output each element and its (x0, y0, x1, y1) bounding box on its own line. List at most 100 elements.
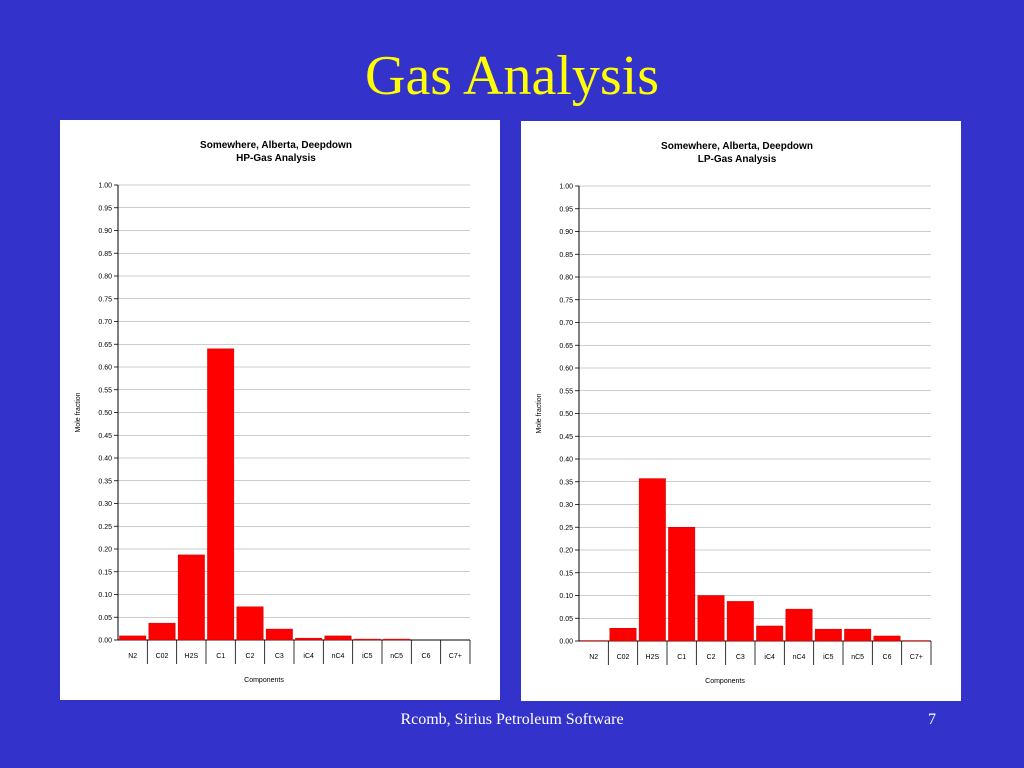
x-tick-label: C1 (677, 654, 686, 661)
y-axis-label: Mole fraction (536, 393, 543, 433)
chart-subtitle: HP-Gas Analysis (236, 153, 316, 164)
x-tick-label: N2 (589, 654, 598, 661)
x-tick-label: C6 (422, 653, 431, 660)
bar (785, 608, 813, 642)
chart: Somewhere, Alberta, Deepdown LP-Gas Analy… (521, 121, 961, 701)
y-tick-label: 0.90 (559, 229, 573, 236)
y-tick-label: 0.95 (559, 206, 573, 213)
x-tick-label: C3 (736, 654, 745, 661)
bar (814, 628, 842, 642)
y-tick-label: 0.00 (559, 639, 573, 646)
x-tick-label: C02 (156, 653, 169, 660)
x-axis-label: Components (244, 677, 284, 684)
y-tick-label: 0.85 (559, 252, 573, 259)
y-tick-label: 0.80 (98, 274, 112, 281)
x-tick-label: C2 (246, 653, 255, 660)
y-tick-label: 1.00 (98, 183, 112, 190)
x-tick-label: nC5 (390, 653, 403, 660)
y-tick-label: 0.30 (559, 502, 573, 509)
x-tick-label: C6 (883, 654, 892, 661)
y-tick-label: 0.70 (559, 320, 573, 327)
x-tick-label: iC5 (362, 653, 373, 660)
y-tick-label: 0.85 (98, 251, 112, 258)
bar (638, 478, 666, 642)
y-tick-label: 0.75 (559, 297, 573, 304)
y-tick-label: 0.55 (98, 387, 112, 394)
x-tick-label: C02 (617, 654, 630, 661)
bar (119, 635, 147, 641)
y-tick-label: 0.35 (559, 479, 573, 486)
x-axis-label: Components (705, 678, 745, 685)
x-tick-label: iC5 (823, 654, 834, 661)
chart: Somewhere, Alberta, Deepdown HP-Gas Analy… (60, 120, 500, 700)
y-tick-label: 0.40 (559, 457, 573, 464)
chart-subtitle: LP-Gas Analysis (698, 154, 777, 165)
x-tick-label: C7+ (910, 654, 923, 661)
y-tick-label: 0.00 (98, 638, 112, 645)
y-tick-label: 1.00 (559, 184, 573, 191)
y-tick-label: 0.30 (98, 501, 112, 508)
y-tick-label: 0.15 (559, 570, 573, 577)
bar (295, 637, 323, 641)
y-tick-label: 0.60 (559, 366, 573, 373)
footer: Rcomb, Sirius Petroleum Software (400, 711, 623, 728)
chart-panel (60, 120, 500, 700)
y-tick-label: 0.50 (559, 411, 573, 418)
y-tick-label: 0.60 (98, 365, 112, 372)
y-tick-label: 0.25 (98, 524, 112, 531)
bar (697, 595, 725, 642)
x-tick-label: nC4 (793, 654, 806, 661)
y-tick-label: 0.35 (98, 478, 112, 485)
y-tick-label: 0.40 (98, 456, 112, 463)
y-axis-label: Mole fraction (75, 392, 82, 432)
x-tick-label: C7+ (449, 653, 462, 660)
y-tick-label: 0.80 (559, 275, 573, 282)
y-tick-label: 0.15 (98, 569, 112, 576)
y-tick-label: 0.55 (559, 388, 573, 395)
x-tick-label: C2 (707, 654, 716, 661)
y-tick-label: 0.20 (98, 547, 112, 554)
y-tick-label: 0.50 (98, 410, 112, 417)
bar (726, 601, 754, 642)
bar (236, 606, 264, 641)
chart-title: Somewhere, Alberta, Deepdown (200, 140, 352, 151)
x-tick-label: C1 (216, 653, 225, 660)
y-tick-label: 0.45 (98, 433, 112, 440)
chart-title: Somewhere, Alberta, Deepdown (661, 141, 813, 152)
y-tick-label: 0.05 (559, 616, 573, 623)
bar (324, 635, 352, 641)
y-tick-label: 0.75 (98, 296, 112, 303)
y-tick-label: 0.05 (98, 615, 112, 622)
x-tick-label: N2 (128, 653, 137, 660)
x-tick-label: iC4 (303, 653, 314, 660)
y-tick-label: 0.65 (98, 342, 112, 349)
x-tick-label: iC4 (764, 654, 775, 661)
bar (207, 348, 235, 641)
x-tick-label: nC5 (851, 654, 864, 661)
y-tick-label: 0.10 (98, 592, 112, 599)
slide-title: Gas Analysis (365, 45, 659, 107)
bar (148, 622, 176, 641)
x-tick-label: H2S (185, 653, 199, 660)
y-tick-label: 0.65 (559, 343, 573, 350)
bar (609, 628, 637, 642)
x-tick-label: H2S (646, 654, 660, 661)
bar (756, 625, 784, 642)
y-tick-label: 0.70 (98, 319, 112, 326)
bar (353, 638, 381, 641)
y-tick-label: 0.90 (98, 228, 112, 235)
y-tick-label: 0.25 (559, 525, 573, 532)
y-tick-label: 0.20 (559, 548, 573, 555)
bar (177, 554, 205, 641)
bar (383, 638, 411, 641)
bar (873, 635, 901, 642)
y-tick-label: 0.95 (98, 205, 112, 212)
bar (265, 628, 293, 641)
x-tick-label: nC4 (332, 653, 345, 660)
y-tick-label: 0.45 (559, 434, 573, 441)
bar (844, 628, 872, 642)
page-number: 7 (928, 711, 936, 728)
x-tick-label: C3 (275, 653, 284, 660)
